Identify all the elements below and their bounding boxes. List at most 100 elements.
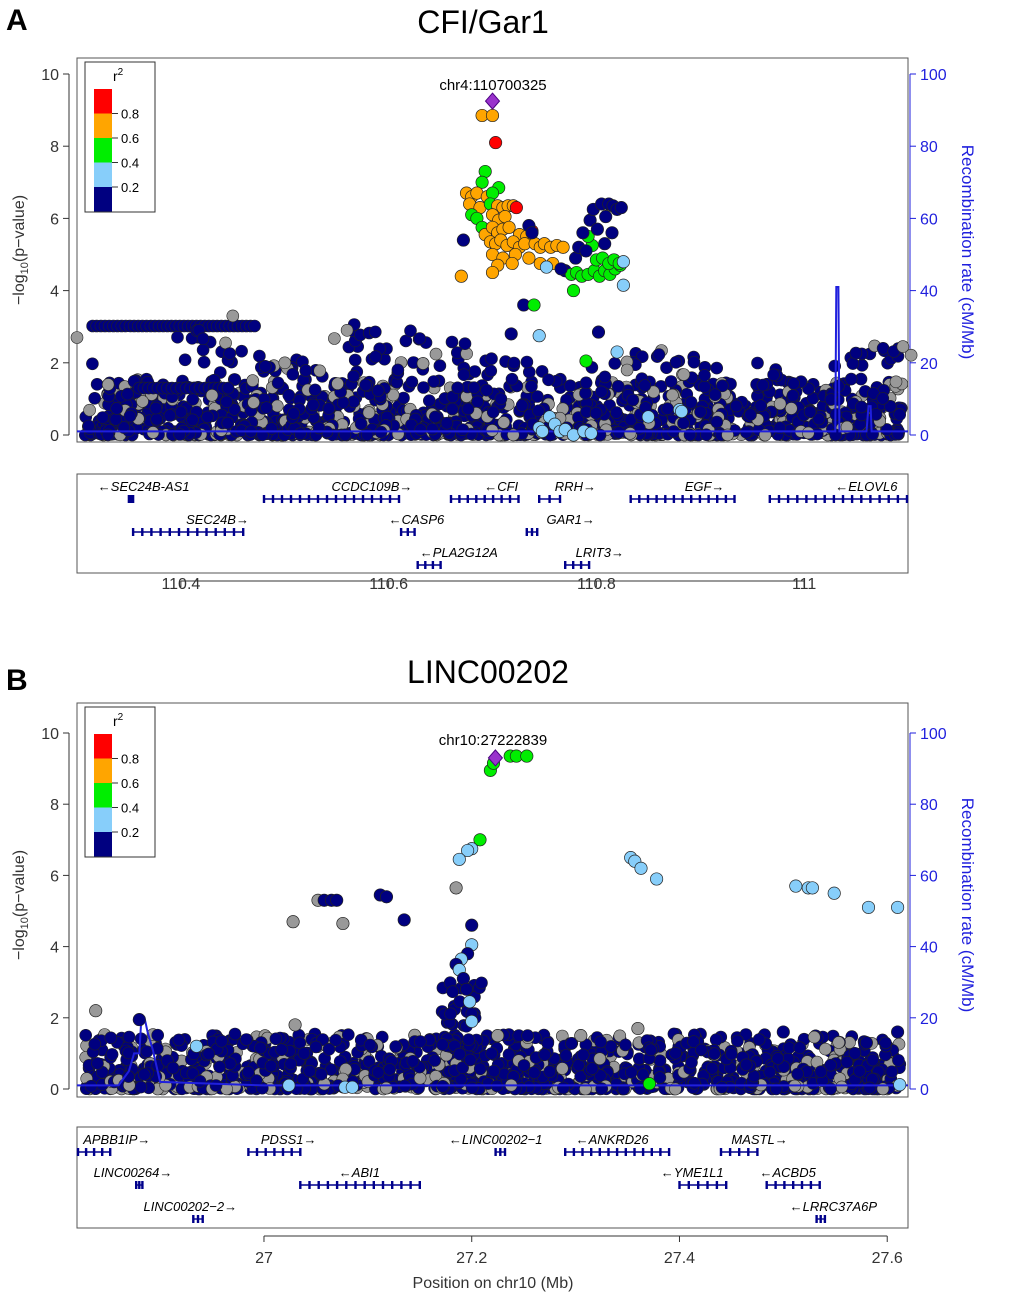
legend-swatch (94, 138, 112, 163)
snp-point (345, 1080, 359, 1094)
chart-title-a: CFI/Gar1 (417, 4, 549, 40)
legend-swatch (94, 807, 112, 832)
snp-point (754, 399, 768, 413)
snp-point (653, 1071, 667, 1084)
snp-point (308, 383, 322, 397)
gene-exon (508, 495, 512, 503)
gene-exon (832, 495, 836, 503)
snp-point (684, 395, 698, 409)
snp-point (896, 340, 910, 353)
snp-point (70, 331, 84, 344)
gene-exon (135, 1181, 138, 1189)
snp-point (893, 408, 907, 421)
gene-exon (247, 1148, 250, 1156)
snp-point (891, 427, 905, 441)
snp-point (309, 1040, 323, 1054)
snp-point (611, 379, 625, 393)
y-axis-label-b: −log10(p−value) (11, 850, 31, 960)
gene-exon (558, 495, 562, 503)
snp-point (123, 409, 137, 423)
snp-point (260, 401, 273, 415)
snp-point (465, 1081, 479, 1095)
gene-exon (564, 561, 567, 569)
snp-point (397, 913, 411, 927)
snp-point (132, 1013, 146, 1027)
snp-point (619, 1038, 632, 1052)
snp-point (440, 416, 454, 430)
legend-swatch (94, 783, 112, 808)
gene-exon (747, 1148, 750, 1156)
gene-exon (264, 1148, 267, 1156)
gene-exon (223, 528, 226, 536)
snp-point (136, 395, 149, 408)
gene-label: ←YME1L1 (661, 1165, 724, 1180)
x-tick-label: 27.2 (456, 1250, 487, 1267)
snp-point (569, 251, 583, 265)
snp-point (791, 1067, 805, 1081)
snp-point (101, 378, 115, 391)
snp-point (294, 427, 307, 441)
snp-point (457, 368, 471, 382)
snp-point (371, 384, 385, 397)
snp-point (892, 1054, 905, 1067)
snp-point (314, 1067, 328, 1081)
gene-exon (672, 495, 676, 503)
snp-point (485, 352, 498, 366)
snp-point (531, 390, 544, 403)
snp-point (786, 389, 800, 402)
snp-point (532, 329, 546, 343)
gene-label: ←LRRC37A6P (790, 1199, 878, 1214)
snp-point (613, 1029, 627, 1043)
snp-point (451, 381, 464, 395)
snp-point (189, 1039, 204, 1053)
gene-exon (84, 1148, 88, 1156)
snp-point (731, 1034, 744, 1048)
gene-exon (138, 1181, 141, 1189)
snp-point (246, 374, 259, 387)
gene-exon (354, 1181, 357, 1189)
snp-point (134, 1080, 148, 1094)
snp-point (652, 348, 666, 361)
snp-point (594, 1069, 607, 1082)
gene-exon (439, 561, 442, 569)
y-axis-label-a: −log10(p−value) (11, 195, 31, 305)
y-tick-label: 2 (50, 1011, 59, 1028)
gene-exon (587, 561, 591, 569)
snp-point (228, 1027, 242, 1041)
gene-exon (687, 1181, 690, 1189)
gene-exon (777, 495, 781, 503)
snp-point (331, 377, 344, 391)
y-axis: 0 2 4 6 8 10 (41, 67, 70, 445)
snp-point (486, 405, 500, 419)
snp-point (79, 1029, 92, 1042)
gene-exon (725, 1181, 728, 1189)
gene-exon (503, 1148, 507, 1156)
snp-point (644, 1043, 658, 1057)
snp-point (812, 412, 826, 426)
snp-point (86, 357, 99, 371)
snp-point (269, 1032, 283, 1046)
snp-point (223, 1057, 237, 1070)
snp-point (861, 900, 876, 914)
snp-point (414, 423, 428, 436)
snp-point (876, 392, 890, 405)
snp-point (555, 1062, 569, 1075)
snp-point (473, 1062, 487, 1076)
gene-exon (192, 1215, 195, 1223)
snp-point (538, 1048, 552, 1061)
gene-exon (150, 528, 153, 536)
snp-point (362, 406, 376, 419)
gene-exon (590, 1148, 593, 1156)
snp-point (328, 332, 341, 345)
y2-tick-label: 60 (920, 868, 938, 885)
snp-point (787, 377, 801, 390)
gene-exon (76, 1148, 80, 1156)
y2-axis-label-a: Recombination rate (cM/Mb) (958, 145, 977, 359)
snp-point (389, 1040, 403, 1053)
snp-point (428, 1054, 442, 1067)
snp-point (197, 355, 211, 369)
legend-tick-label: 0.6 (121, 776, 139, 791)
snp-point (88, 1037, 102, 1051)
snp-point (698, 380, 711, 394)
